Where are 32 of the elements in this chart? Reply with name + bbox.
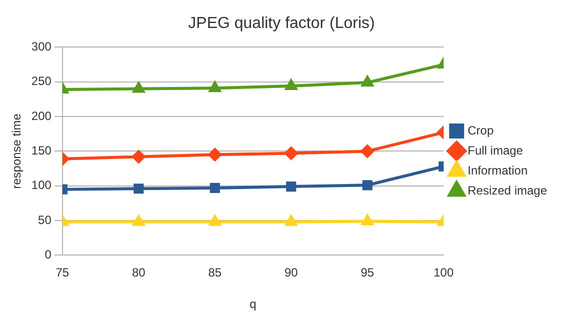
point — [360, 144, 374, 158]
y-tick-label: 100 — [31, 178, 52, 192]
point — [362, 180, 372, 190]
y-tick-label: 0 — [44, 248, 52, 262]
point — [286, 182, 296, 192]
point — [285, 80, 297, 90]
x-tick-label: 85 — [208, 266, 222, 280]
point — [284, 146, 298, 160]
x-tick-label: 90 — [284, 266, 298, 280]
y-tick-label: 250 — [31, 74, 52, 88]
point — [209, 82, 221, 92]
legend-label: Resized image — [468, 183, 548, 198]
y-axis-title: response time — [10, 113, 24, 189]
y-tick-label: 200 — [31, 108, 52, 123]
point — [210, 182, 220, 193]
x-axis-title: q — [250, 297, 256, 312]
point — [208, 148, 222, 162]
point — [134, 184, 144, 194]
y-tick-label: 150 — [31, 144, 52, 158]
point — [285, 215, 297, 226]
y-tick-label: 300 — [31, 40, 52, 54]
legend-label: Crop — [468, 123, 494, 138]
point — [209, 215, 221, 226]
y-tick-label: 50 — [38, 212, 52, 227]
x-tick-label: 80 — [132, 266, 146, 280]
point — [132, 150, 146, 164]
legend-label: Information — [468, 163, 528, 178]
chart-title: JPEG quality factor (Loris) — [188, 15, 375, 32]
x-tick-label: 100 — [434, 266, 454, 280]
legend-label: Full image — [468, 143, 524, 158]
x-tick-label: 75 — [56, 266, 70, 280]
x-tick-label: 95 — [360, 266, 374, 280]
